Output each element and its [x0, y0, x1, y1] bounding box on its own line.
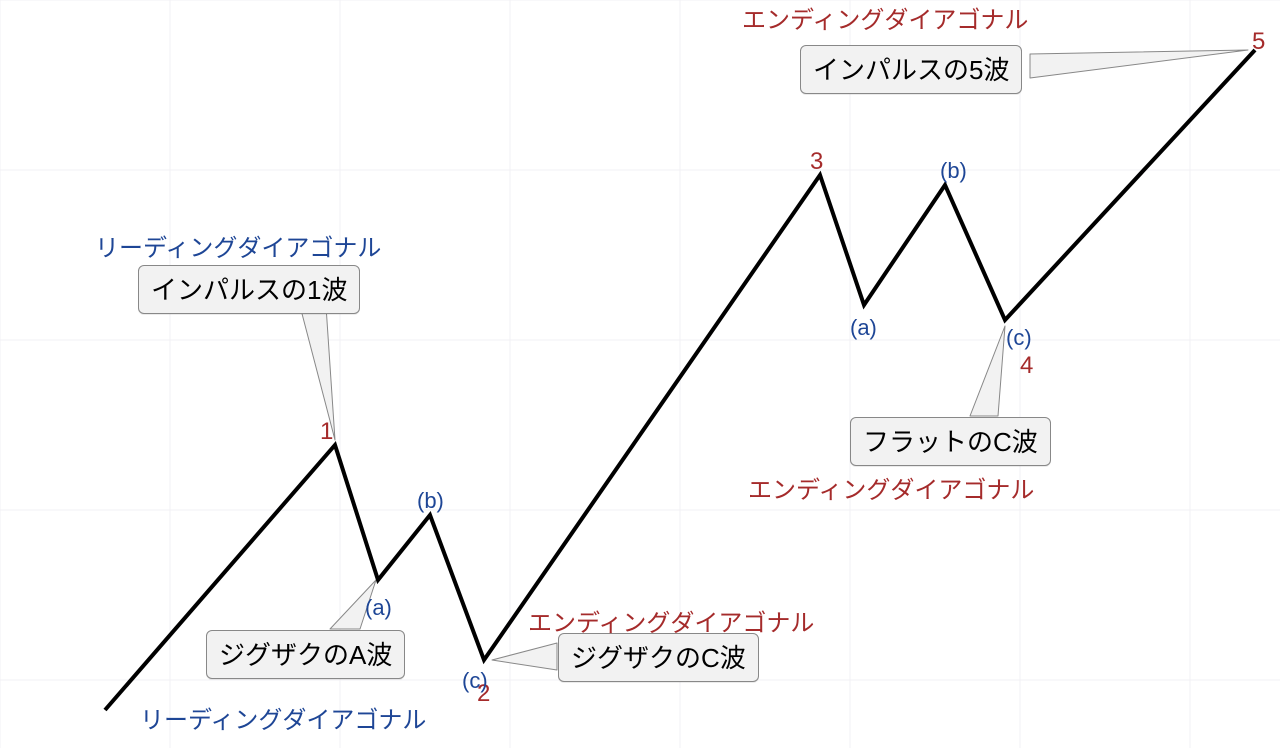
callout-label: ジグザクのC波: [571, 643, 746, 673]
wave-number: 1: [320, 418, 333, 445]
annotation-ending-top: エンディングダイアゴナル: [742, 0, 1028, 35]
wave-label-5: 5: [1252, 28, 1265, 56]
callout-impulse-5: インパルスの5波: [800, 45, 1022, 94]
callout-flat-c: フラットのC波: [850, 417, 1051, 466]
callout-zigzag-a: ジグザクのA波: [206, 630, 405, 679]
wave-label-1: 1: [320, 418, 333, 446]
callout-label: フラットのC波: [863, 427, 1038, 457]
subwave-text: (c): [1006, 325, 1032, 350]
subwave-label-c2: (c): [1006, 325, 1032, 351]
subwave-text: (b): [940, 158, 967, 183]
annotation-text: リーディングダイアゴナル: [95, 235, 381, 262]
callout-impulse-1: インパルスの1波: [138, 265, 360, 314]
annotation-text: エンディングダイアゴナル: [748, 477, 1034, 504]
subwave-text: (b): [417, 488, 444, 513]
subwave-label-a1: (a): [365, 595, 392, 621]
annotation-text: リーディングダイアゴナル: [140, 707, 426, 734]
subwave-text: (c): [462, 668, 488, 693]
subwave-text: (a): [850, 315, 877, 340]
subwave-label-c1: (c): [462, 668, 488, 694]
wave-number: 4: [1020, 352, 1033, 379]
wave-number: 3: [810, 148, 823, 175]
annotation-ending-right: エンディングダイアゴナル: [748, 470, 1034, 505]
subwave-label-b2: (b): [940, 158, 967, 184]
callout-zigzag-c: ジグザクのC波: [558, 633, 759, 682]
subwave-text: (a): [365, 595, 392, 620]
callout-label: インパルスの1波: [151, 275, 347, 305]
diagram-canvas: インパルスの1波 ジグザクのA波 ジグザクのC波 フラットのC波 インパルスの5…: [0, 0, 1280, 748]
annotation-leading-top: リーディングダイアゴナル: [95, 228, 381, 263]
annotation-text: エンディングダイアゴナル: [528, 610, 814, 637]
annotation-ending-mid: エンディングダイアゴナル: [528, 603, 814, 638]
annotation-text: エンディングダイアゴナル: [742, 7, 1028, 34]
callout-label: インパルスの5波: [813, 55, 1009, 85]
subwave-label-a2: (a): [850, 315, 877, 341]
wave-label-4: 4: [1020, 352, 1033, 380]
subwave-label-b1: (b): [417, 488, 444, 514]
wave-number: 5: [1252, 28, 1265, 55]
callout-label: ジグザクのA波: [219, 640, 392, 670]
wave-label-3: 3: [810, 148, 823, 176]
annotation-leading-bottom: リーディングダイアゴナル: [140, 700, 426, 735]
